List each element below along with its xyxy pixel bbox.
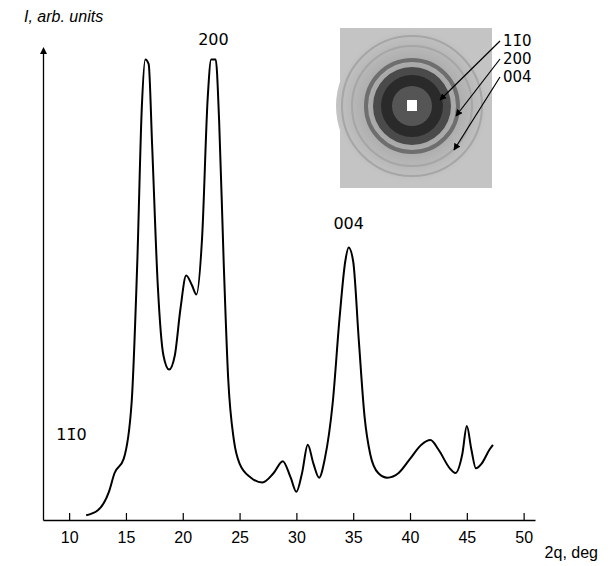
x-axis: 10 15 20 25 30 35 40 45 50 xyxy=(44,513,536,546)
x-tick-label: 35 xyxy=(345,529,363,546)
peak-label: 004 xyxy=(333,214,364,233)
x-tick-mark xyxy=(126,513,127,520)
inset-ring xyxy=(352,46,472,166)
x-tick-mark xyxy=(183,513,184,520)
x-axis-title: 2q, deg xyxy=(545,544,598,561)
x-tick-mark xyxy=(353,513,354,520)
inset-disk xyxy=(373,67,451,145)
x-tick-label: 45 xyxy=(458,529,476,546)
x-tick: 35 xyxy=(345,513,363,546)
x-tick-label: 10 xyxy=(61,529,79,546)
x-tick: 10 xyxy=(61,513,79,546)
x-tick-label: 15 xyxy=(118,529,136,546)
inset-beam-stop xyxy=(407,100,417,111)
y-axis xyxy=(43,51,44,521)
chart: 10 15 20 25 30 35 40 45 50 I, arb. units 2q, deg 11… xyxy=(0,0,613,566)
inset-label: 11̄0 xyxy=(503,32,532,50)
x-tick: 20 xyxy=(174,513,192,546)
x-tick: 45 xyxy=(458,513,476,546)
inset xyxy=(336,28,492,188)
peak-label: 200 xyxy=(198,30,229,49)
x-tick-mark xyxy=(410,513,411,520)
x-axis-line xyxy=(44,520,536,521)
x-tick-mark xyxy=(524,513,525,520)
x-tick: 30 xyxy=(288,513,306,546)
x-tick-mark xyxy=(239,513,240,520)
inset-label: 200 xyxy=(503,50,532,68)
x-tick-label: 20 xyxy=(174,529,192,546)
x-tick: 25 xyxy=(231,513,249,546)
x-tick-label: 30 xyxy=(288,529,306,546)
plot-area xyxy=(86,59,493,515)
inset-halo xyxy=(336,30,488,182)
inset-arrow xyxy=(454,77,500,150)
inset-ring xyxy=(342,36,482,176)
x-tick: 15 xyxy=(118,513,136,546)
inset-label: 004 xyxy=(503,68,532,86)
x-tick: 50 xyxy=(515,513,533,546)
inset-disk xyxy=(381,75,443,137)
inset-ring xyxy=(366,60,458,152)
y-axis-line xyxy=(43,51,44,521)
x-tick-mark xyxy=(467,513,468,520)
x-tick-mark xyxy=(69,513,70,520)
x-tick-label: 40 xyxy=(402,529,420,546)
x-tick-label: 50 xyxy=(515,529,533,546)
x-tick-mark xyxy=(296,513,297,520)
x-tick-label: 25 xyxy=(231,529,249,546)
y-axis-title: I, arb. units xyxy=(24,8,103,25)
intensity-curve xyxy=(86,59,493,515)
x-tick: 40 xyxy=(402,513,420,546)
inset-disk xyxy=(392,86,432,126)
peak-label: 11̄0 xyxy=(56,425,87,444)
